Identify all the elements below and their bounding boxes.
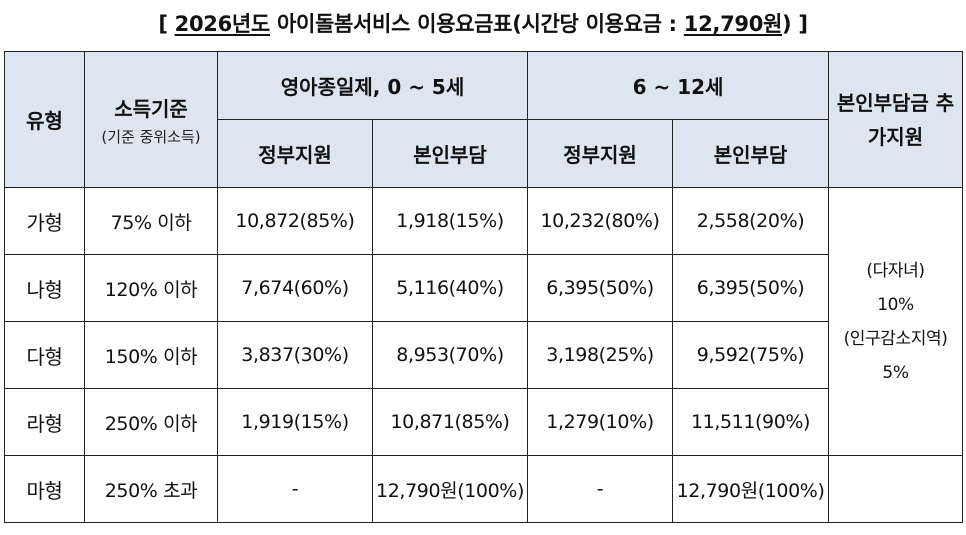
fee-table: 유형 소득기준 (기준 중위소득) 영아종일제, 0 ~ 5세 6 ~ 12세 본… <box>4 51 964 523</box>
header-extra-label: 본인부담금 추가지원 <box>836 90 955 149</box>
row-income: 120% 이하 <box>84 254 218 322</box>
row-g2-gov: 3,198(25%) <box>527 321 674 389</box>
row-income: 250% 초과 <box>84 455 218 523</box>
extra-line-4: 5% <box>882 362 909 383</box>
row-g1-gov: 3,837(30%) <box>217 321 373 389</box>
title-close: ) ] <box>782 12 808 36</box>
row-type: 라형 <box>4 388 85 456</box>
row-g1-gov: 10,872(85%) <box>217 187 373 255</box>
row-g1-self: 1,918(15%) <box>371 187 529 255</box>
row-g2-gov: 6,395(50%) <box>527 254 674 322</box>
row-income: 75% 이하 <box>84 187 218 255</box>
header-extra-support: 본인부담금 추가지원 <box>828 51 964 188</box>
row-type: 마형 <box>4 455 85 523</box>
row-g2-self: 12,790원(100%) <box>672 455 830 523</box>
extra-line-1: (다자녀) <box>866 260 925 281</box>
table-row: 라형 250% 이하 1,919(15%) 10,871(85%) 1,279(… <box>4 388 963 456</box>
header-gov-1: 정부지원 <box>217 119 373 188</box>
header-group-infant: 영아종일제, 0 ~ 5세 <box>216 51 529 120</box>
table-row: 다형 150% 이하 3,837(30%) 8,953(70%) 3,198(2… <box>4 321 963 389</box>
row-type: 가형 <box>4 187 85 255</box>
page-title: [ 2026년도 아이돌봄서비스 이용요금표(시간당 이용요금 : 12,790… <box>0 6 966 42</box>
header-income-label: 소득기준 <box>114 96 188 121</box>
extra-support-cell: (다자녀) 10% (인구감소지역) 5% <box>828 187 964 456</box>
row-g2-self: 2,558(20%) <box>672 187 830 255</box>
title-year: 2026년도 <box>174 12 271 36</box>
row-g1-self: 12,790원(100%) <box>371 455 529 523</box>
title-open: [ <box>158 12 175 36</box>
header-self-2: 본인부담 <box>672 119 830 188</box>
extra-line-3: (인구감소지역) <box>843 328 948 349</box>
extra-line-2: 10% <box>877 294 914 315</box>
table-row: 마형 250% 초과 - 12,790원(100%) - 12,790원(100… <box>4 455 964 523</box>
row-extra-empty <box>828 455 964 523</box>
title-middle: 아이돌봄서비스 이용요금표(시간당 이용요금 : <box>269 12 684 36</box>
row-g2-self: 9,592(75%) <box>672 321 830 389</box>
header-group-child: 6 ~ 12세 <box>527 51 830 120</box>
header-type: 유형 <box>4 51 85 188</box>
row-g2-self: 6,395(50%) <box>672 254 830 322</box>
row-g2-gov: 1,279(10%) <box>527 388 674 456</box>
row-g1-gov: 1,919(15%) <box>217 388 373 456</box>
header-gov-2: 정부지원 <box>527 119 674 188</box>
table-row: 나형 120% 이하 7,674(60%) 5,116(40%) 6,395(5… <box>4 254 963 322</box>
row-income: 150% 이하 <box>84 321 218 389</box>
row-income: 250% 이하 <box>84 388 218 456</box>
row-g1-gov: 7,674(60%) <box>217 254 373 322</box>
row-g2-gov: 10,232(80%) <box>527 187 674 255</box>
row-g1-self: 5,116(40%) <box>371 254 529 322</box>
row-g2-self: 11,511(90%) <box>672 388 830 456</box>
row-type: 나형 <box>4 254 85 322</box>
row-type: 다형 <box>4 321 85 389</box>
title-rate: 12,790원 <box>683 12 783 36</box>
header-income: 소득기준 (기준 중위소득) <box>84 51 218 188</box>
table-row: 가형 75% 이하 10,872(85%) 1,918(15%) 10,232(… <box>4 187 964 456</box>
row-g1-self: 10,871(85%) <box>371 388 529 456</box>
row-g1-gov: - <box>217 455 373 523</box>
header-self-1: 본인부담 <box>371 119 529 188</box>
row-g1-self: 8,953(70%) <box>371 321 529 389</box>
header-income-sub: (기준 중위소득) <box>101 127 201 146</box>
row-g2-gov: - <box>527 455 674 523</box>
